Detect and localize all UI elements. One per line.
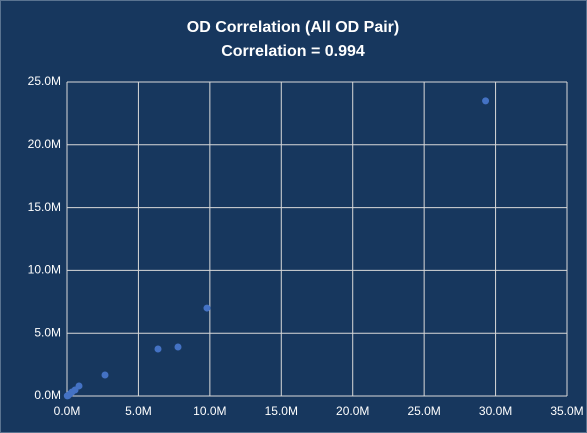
x-tick-label: 15.0M [265, 404, 298, 418]
y-tick-label: 0.0M [34, 388, 61, 402]
x-tick-label: 20.0M [336, 404, 369, 418]
y-tick-label: 15.0M [28, 200, 61, 214]
point [75, 382, 83, 390]
x-tick-label: 0.0M [54, 404, 81, 418]
x-tick-label: 35.0M [550, 404, 583, 418]
y-tick-label: 20.0M [28, 137, 61, 151]
chart-subtitle: Correlation = 0.994 [221, 43, 365, 60]
point [174, 343, 182, 351]
x-tick-label: 10.0M [193, 404, 226, 418]
point [482, 97, 490, 105]
chart-title: OD Correlation (All OD Pair) [187, 19, 399, 36]
point [154, 345, 162, 353]
x-tick-label: 25.0M [407, 404, 440, 418]
x-tick-label: 30.0M [479, 404, 512, 418]
y-tick-label: 5.0M [34, 325, 61, 339]
point [203, 304, 211, 312]
x-tick-label: 5.0M [125, 404, 152, 418]
y-tick-label: 25.0M [28, 74, 61, 88]
point [101, 371, 109, 379]
y-tick-label: 10.0M [28, 263, 61, 277]
